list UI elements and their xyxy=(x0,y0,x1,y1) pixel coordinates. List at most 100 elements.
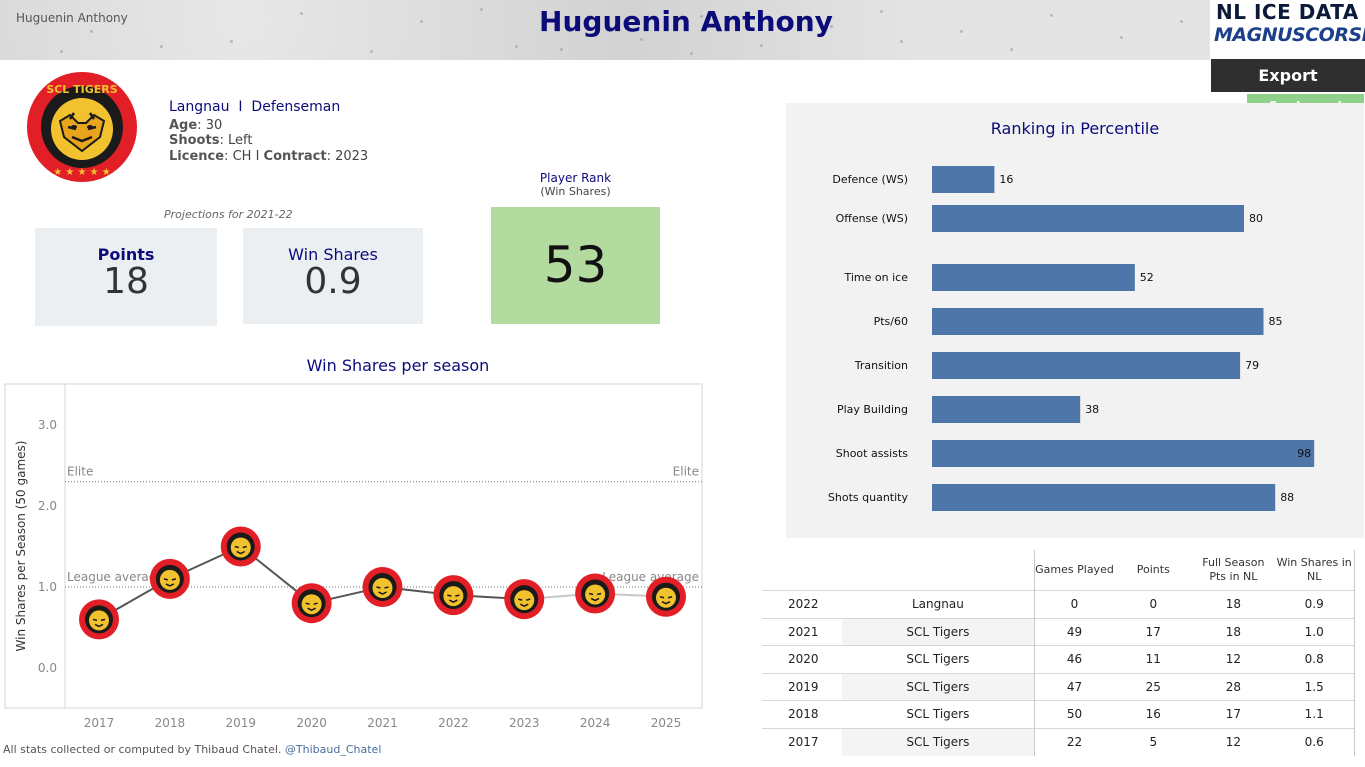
percentile-bar xyxy=(932,166,995,193)
map-texture-dot xyxy=(420,20,423,23)
contract-value: 2023 xyxy=(335,148,369,164)
table-row: 2019 SCL Tigers 47 25 28 1.5 xyxy=(762,672,1356,701)
projections-label: Projections for 2021-22 xyxy=(164,208,293,221)
contract-label: Contract xyxy=(263,148,327,164)
bar-value-label: 80 xyxy=(1249,212,1263,225)
team-cell: Langnau xyxy=(842,590,1035,618)
export-button[interactable]: Export xyxy=(1211,59,1365,92)
games-cell: 47 xyxy=(1033,672,1115,701)
x-tick-label: 2022 xyxy=(438,716,469,730)
age-line: Age: 30 xyxy=(169,117,223,133)
map-texture-dot xyxy=(1120,36,1123,39)
x-tick-label: 2019 xyxy=(225,716,256,730)
bar-category-label: Shots quantity xyxy=(828,491,909,504)
header-player-name: Huguenin Anthony xyxy=(16,11,128,25)
bar-category-label: Pts/60 xyxy=(874,315,908,328)
points-cell: 0 xyxy=(1114,590,1193,618)
team-position-line: Langnau I Defenseman xyxy=(169,99,368,116)
col-header-win-shares: Win Shares in NL xyxy=(1274,550,1356,591)
footer: All stats collected or computed by Thiba… xyxy=(3,743,381,756)
table-row: 2018 SCL Tigers 50 16 17 1.1 xyxy=(762,700,1356,728)
data-point-logo xyxy=(646,576,686,617)
y-tick-label: 2.0 xyxy=(38,499,57,513)
map-texture-dot xyxy=(700,15,703,18)
win-shares-chart: 0.0 1.0 2.0 3.0 2017 2018 2019 2020 2021 2022 2023… xyxy=(4,383,703,730)
data-point-logo xyxy=(504,579,545,620)
licence-value: CH xyxy=(232,148,252,164)
col-header-team xyxy=(842,550,1034,591)
point-tiger-face xyxy=(372,578,393,598)
team-cell: SCL Tigers xyxy=(842,617,1035,646)
full-season-cell: 12 xyxy=(1192,645,1275,673)
bar-value-label: 16 xyxy=(999,173,1013,186)
full-season-cell: 12 xyxy=(1192,727,1275,756)
point-tiger-stripes xyxy=(376,586,389,595)
map-texture-dot xyxy=(1180,20,1183,23)
shoots-line: Shoots: Left xyxy=(169,133,253,148)
bar-category-label: Defence (WS) xyxy=(832,173,908,186)
percentile-bar xyxy=(932,440,1315,467)
map-texture-dot xyxy=(480,8,483,11)
col-header-year xyxy=(762,550,842,591)
x-tick-label: 2024 xyxy=(580,716,611,730)
team-cell: SCL Tigers xyxy=(842,672,1035,701)
points-label: Points xyxy=(97,245,155,264)
chart-frame xyxy=(4,383,703,709)
win-shares-cell: 1.1 xyxy=(1274,700,1356,728)
point-tiger-stripes xyxy=(447,594,460,603)
point-tiger-face xyxy=(656,587,676,608)
reference-label-left: League average xyxy=(67,570,164,584)
full-season-cell: 18 xyxy=(1192,617,1275,646)
map-texture-dot xyxy=(60,50,63,53)
table-row: 2021 SCL Tigers 49 17 18 1.0 xyxy=(762,617,1356,646)
x-tick-label: 2021 xyxy=(367,716,398,730)
page-title: Huguenin Anthony xyxy=(539,5,833,38)
player-rank-subtitle: (Win Shares) xyxy=(540,185,611,198)
year-cell: 2017 xyxy=(762,727,843,756)
points-cell: 17 xyxy=(1114,617,1193,646)
point-tiger-stripes xyxy=(92,618,106,628)
point-tiger-stripes xyxy=(588,592,602,602)
points-value: 18 xyxy=(103,261,149,302)
year-cell: 2020 xyxy=(762,645,843,673)
win-shares-label: Win Shares xyxy=(288,245,378,264)
x-tick-label: 2018 xyxy=(155,716,186,730)
points-cell: 25 xyxy=(1114,672,1193,701)
point-tiger-face xyxy=(89,610,109,631)
full-season-cell: 17 xyxy=(1192,700,1275,728)
separator: I xyxy=(238,99,243,115)
data-point-logo xyxy=(575,573,616,614)
player-rank-label: Player Rank xyxy=(539,171,612,185)
twitter-handle-link[interactable]: @Thibaud_Chatel xyxy=(284,743,382,756)
map-texture-dot xyxy=(640,38,643,41)
table-row: 2022 Langnau 0 0 18 0.9 xyxy=(762,590,1356,618)
shoots-value: Left xyxy=(227,133,253,148)
bar-value-label: 85 xyxy=(1269,315,1283,328)
y-tick-label: 0.0 xyxy=(38,661,57,675)
licence-line: Licence: CH I Contract: 2023 xyxy=(169,148,369,164)
y-tick-label: 3.0 xyxy=(38,418,57,432)
bar-value-label: 38 xyxy=(1085,403,1099,416)
map-texture-dot xyxy=(1050,14,1053,17)
point-tiger-face xyxy=(585,584,606,605)
win-shares-cell: 0.9 xyxy=(1274,590,1356,618)
data-point-logo xyxy=(79,599,119,640)
year-cell: 2021 xyxy=(762,617,843,646)
map-texture-dot xyxy=(515,45,518,48)
percentile-bar xyxy=(932,264,1135,291)
x-tick-label: 2020 xyxy=(296,716,327,730)
map-texture-dot xyxy=(900,40,903,43)
win-shares-value: 0.9 xyxy=(304,261,362,302)
full-season-cell: 28 xyxy=(1192,672,1275,701)
shoots-label: Shoots xyxy=(169,133,220,148)
full-season-cell: 18 xyxy=(1192,590,1275,618)
point-tiger-face xyxy=(159,569,180,590)
data-point-logo xyxy=(291,583,332,624)
data-point-logo xyxy=(433,575,474,616)
games-cell: 49 xyxy=(1033,617,1115,646)
age-label: Age xyxy=(169,117,198,133)
bar-value-label: 52 xyxy=(1140,271,1154,284)
point-tiger-stripes xyxy=(659,595,673,605)
nl-ice-data-logo[interactable]: NL ICE DATA MAGNUSCORSI xyxy=(1210,0,1365,58)
licence-label: Licence xyxy=(169,148,225,164)
